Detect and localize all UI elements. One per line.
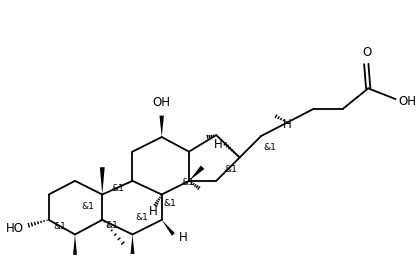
Text: O: O	[363, 46, 372, 59]
Text: &1: &1	[163, 199, 176, 208]
Text: &1: &1	[224, 165, 237, 174]
Text: &1: &1	[82, 202, 95, 211]
Text: &1: &1	[181, 178, 194, 187]
Text: &1: &1	[105, 221, 118, 230]
Text: HO: HO	[6, 222, 24, 235]
Text: &1: &1	[53, 222, 66, 231]
Polygon shape	[189, 165, 204, 181]
Text: &1: &1	[112, 184, 125, 193]
Text: OH: OH	[153, 96, 171, 109]
Text: OH: OH	[398, 95, 417, 108]
Text: H: H	[214, 138, 223, 151]
Polygon shape	[131, 234, 134, 254]
Text: H: H	[148, 205, 157, 218]
Text: &1: &1	[135, 214, 148, 222]
Polygon shape	[100, 167, 105, 195]
Text: H: H	[283, 118, 292, 131]
Polygon shape	[73, 234, 77, 255]
Polygon shape	[160, 116, 164, 137]
Text: &1: &1	[263, 143, 276, 152]
Polygon shape	[162, 220, 175, 236]
Text: H: H	[179, 231, 188, 244]
